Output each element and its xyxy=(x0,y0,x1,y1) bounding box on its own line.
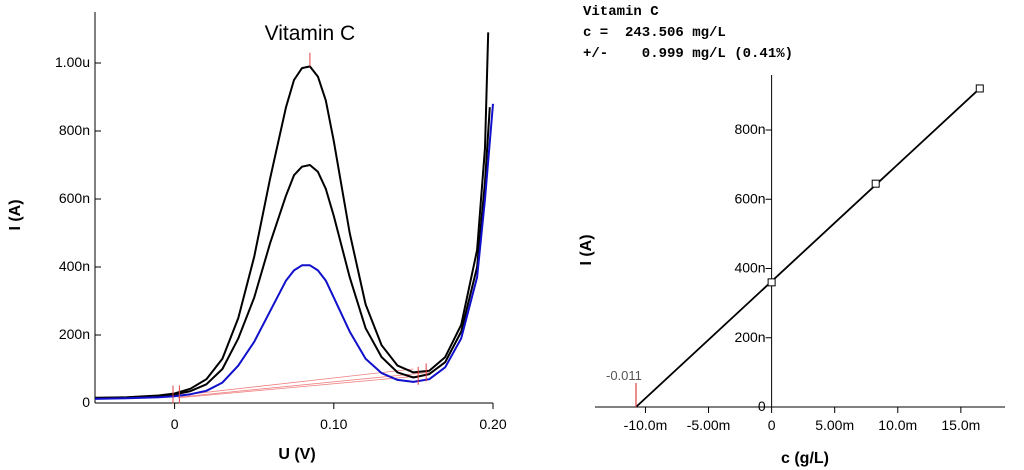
y-tick-label-4: 800n xyxy=(734,121,765,137)
calibration-chart: 0 200n 400n 600n 800n -10.0m -5.00m 0 5.00m 10.0m… xyxy=(578,75,1005,467)
baseline-line-0 xyxy=(177,375,422,399)
y-axis-title: I (A) xyxy=(578,234,595,265)
y-tick-label-3: 600n xyxy=(59,190,90,206)
y-axis-title: I (A) xyxy=(7,199,24,230)
x-tick-label-3: 5.00m xyxy=(815,417,854,433)
y-tick-label-0: 0 xyxy=(82,394,90,410)
y-tick-label-1: 200n xyxy=(59,326,90,342)
y-tick-label-3: 600n xyxy=(734,190,765,206)
x-tick-label-4: 10.0m xyxy=(878,417,917,433)
result-analyte: Vitamin C xyxy=(583,4,659,20)
x-intercept-label: -0.011 xyxy=(606,368,642,383)
y-tick-label-1: 200n xyxy=(734,329,765,345)
x-tick-label-0: -10.0m xyxy=(624,417,668,433)
series-line-2 xyxy=(94,103,494,400)
x-tick-label-5: 15.0m xyxy=(941,417,980,433)
fit-line xyxy=(635,87,981,408)
y-tick-label-0: 0 xyxy=(758,398,766,414)
y-tick-label-2: 400n xyxy=(734,260,765,276)
y-tick-label-5: 1.00u xyxy=(55,54,90,70)
x-tick-label-0: 0 xyxy=(171,416,179,432)
x-tick-label-1: 0.10 xyxy=(320,416,347,432)
data-point-1 xyxy=(871,179,880,188)
data-point-2 xyxy=(975,84,984,93)
data-point-0 xyxy=(767,278,776,287)
series-line-1 xyxy=(94,107,491,399)
baseline-line-2 xyxy=(174,368,414,397)
series-line-0 xyxy=(94,32,490,399)
y-tick-label-4: 800n xyxy=(59,122,90,138)
x-axis-title: U (V) xyxy=(278,446,315,463)
x-tick-label-1: -5.00m xyxy=(687,417,731,433)
x-tick-label-2: 0.20 xyxy=(479,416,506,432)
x-tick-label-2: 0 xyxy=(768,417,776,433)
x-axis-title: c (g/L) xyxy=(781,450,829,467)
y-tick-label-2: 400n xyxy=(59,258,90,274)
peak-label: Vitamin C xyxy=(265,22,356,45)
result-uncertainty: +/- 0.999 mg/L (0.41%) xyxy=(583,46,793,62)
result-concentration: c = 243.506 mg/L xyxy=(583,25,726,41)
voltammogram-chart: 0 200n 400n 600n 800n 1.00u 0 0.10 0.20 Vitamin C… xyxy=(7,12,507,463)
